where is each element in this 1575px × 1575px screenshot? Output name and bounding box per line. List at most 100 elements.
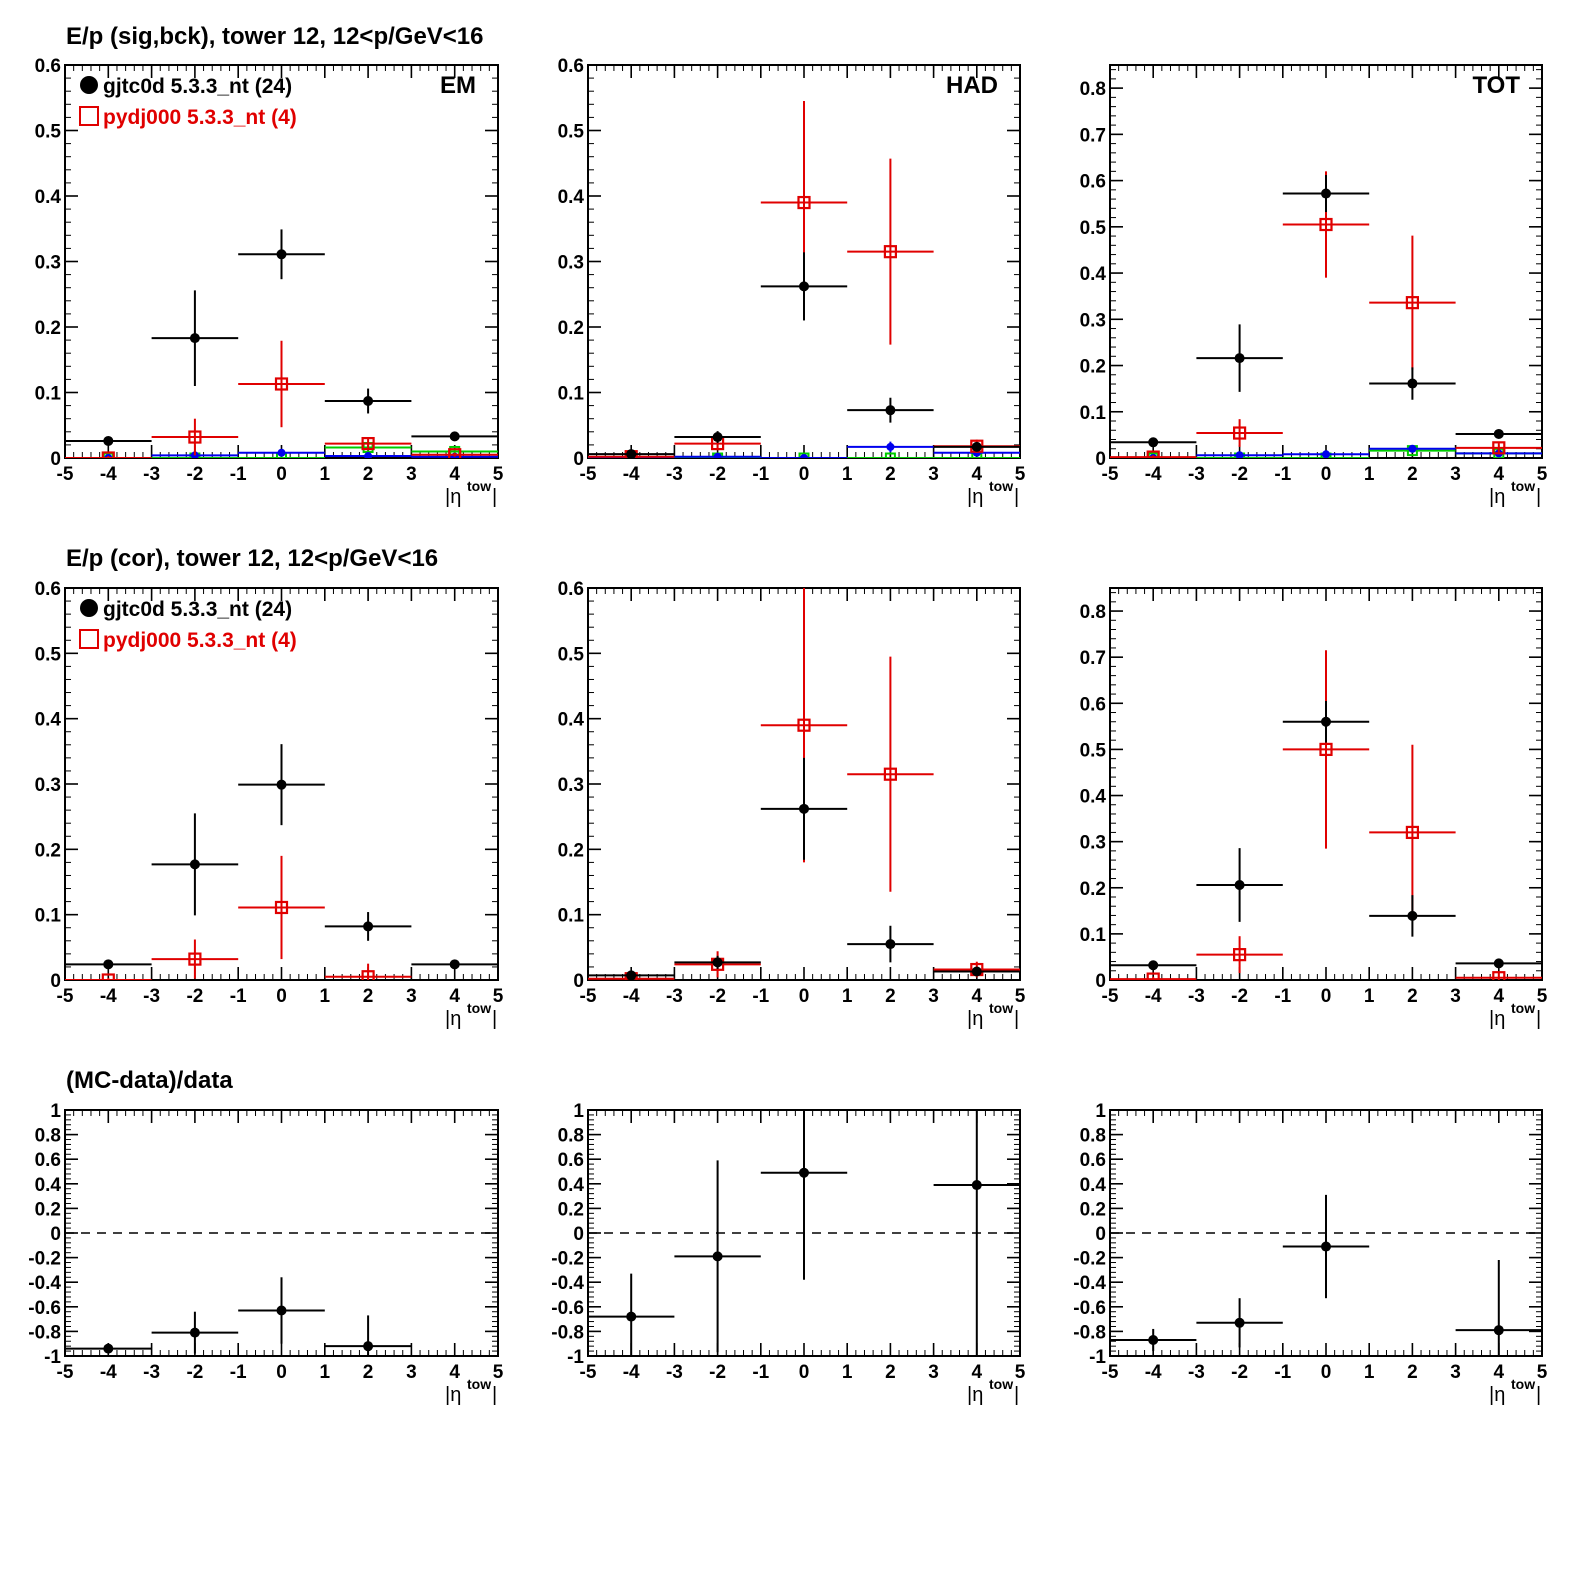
data-point — [626, 449, 637, 458]
data-point — [1234, 879, 1245, 890]
legend-marker-square — [79, 106, 99, 126]
x-tick-label: -4 — [1145, 986, 1162, 1007]
y-tick-label: 0.2 — [35, 1199, 61, 1220]
x-tick-label: 3 — [1450, 986, 1461, 1007]
x-tick-label: 3 — [406, 464, 417, 485]
x-tick-label: -1 — [230, 464, 247, 485]
data-point — [626, 1311, 637, 1322]
y-tick-label: 0.4 — [1080, 787, 1107, 808]
data-point — [1321, 188, 1331, 199]
x-tick-label: 0 — [1321, 1362, 1332, 1383]
y-tick-label: 0.6 — [558, 1150, 584, 1171]
data-point — [449, 431, 460, 442]
x-axis-label-main: |η — [445, 1384, 461, 1406]
data-layer — [65, 1277, 412, 1356]
legend-label: gjtc0d 5.3.3_nt (24) — [103, 598, 292, 621]
data-point — [799, 1167, 809, 1178]
x-tick-label: -2 — [709, 464, 726, 485]
data-point — [1146, 450, 1160, 458]
x-tick-label: 3 — [928, 464, 939, 485]
series-1 — [588, 588, 1020, 980]
data-point — [799, 803, 809, 814]
data-point — [1321, 1241, 1331, 1252]
x-axis-label-close: | — [492, 1384, 497, 1406]
series-0 — [1110, 175, 1542, 448]
chart-panel-0-0: -5 -4 -3 -2 -1 0 1 2 3 4 5 0 0.1 0.2 0.3 0.4 0.5 0.6 |η tow… — [35, 56, 504, 508]
data-point — [1492, 441, 1506, 455]
x-tick-label: 0 — [1321, 986, 1332, 1007]
legend-marker-circle — [80, 599, 98, 617]
x-axis-label-sup: tow — [989, 478, 1013, 494]
x-tick-label: 2 — [363, 986, 374, 1007]
x-tick-label: -5 — [1102, 986, 1119, 1007]
data-point — [276, 1305, 287, 1316]
data-point — [276, 779, 287, 790]
x-axis-label: |η tow | — [967, 1000, 1019, 1030]
x-tick-label: 5 — [1537, 986, 1548, 1007]
y-tick-label: 0.6 — [1080, 694, 1106, 715]
x-tick-label: 4 — [449, 464, 460, 485]
x-tick-label: 4 — [449, 986, 460, 1007]
y-tick-label: -0.4 — [28, 1273, 61, 1294]
x-tick-label: -3 — [143, 1362, 160, 1383]
x-axis-label-close: | — [1536, 486, 1541, 508]
series-0 — [65, 744, 498, 970]
data-point — [797, 195, 811, 210]
y-tick-label: 0.2 — [558, 318, 584, 339]
data-point — [448, 448, 462, 458]
x-tick-label: 4 — [449, 1362, 460, 1383]
x-tick-label: 1 — [842, 986, 853, 1007]
data-point — [188, 952, 202, 966]
data-point — [449, 959, 460, 970]
data-point — [101, 973, 115, 980]
data-point — [1235, 451, 1244, 458]
data-point — [1492, 971, 1506, 980]
x-axis-label-sup: tow — [1511, 1376, 1535, 1392]
series-0 — [588, 1110, 1020, 1356]
x-tick-label: -1 — [230, 986, 247, 1007]
x-axis-label-close: | — [492, 1008, 497, 1030]
legend-label: pydj000 5.3.3_nt (4) — [103, 629, 297, 652]
y-tick-label: -0.6 — [1073, 1298, 1106, 1319]
y-tick-label: 0.2 — [35, 318, 61, 339]
y-tick-label: 0.1 — [35, 906, 62, 927]
y-tick-label: -0.4 — [551, 1273, 584, 1294]
x-tick-label: -3 — [666, 1362, 683, 1383]
x-axis-label-main: |η — [445, 486, 461, 508]
x-tick-label: 4 — [1494, 986, 1505, 1007]
x-tick-label: 2 — [363, 464, 374, 485]
y-tick-label: 0 — [50, 449, 61, 470]
x-axis-label: |η tow | — [445, 1000, 497, 1030]
y-tick-label: 0.3 — [558, 253, 584, 274]
y-tick-label: -0.2 — [28, 1249, 61, 1270]
data-point — [361, 970, 375, 980]
y-tick-label: 0.8 — [1080, 602, 1106, 623]
y-tick-label: 0.6 — [35, 1150, 61, 1171]
y-tick-label: 0.1 — [558, 906, 585, 927]
x-tick-label: 4 — [1494, 464, 1505, 485]
y-tick-label: 0.3 — [35, 253, 61, 274]
x-tick-label: -1 — [1274, 986, 1291, 1007]
y-tick-label: 0.1 — [1080, 925, 1107, 946]
chart-panel-2-2: -5 -4 -3 -2 -1 0 1 2 3 4 5 -1 -0.8 -0.6 -0.4 -0.2 0 0.2 0.… — [1073, 1101, 1547, 1406]
y-tick-label: 0.6 — [35, 56, 61, 77]
x-tick-label: 2 — [885, 1362, 896, 1383]
x-tick-label: 1 — [842, 464, 853, 485]
chart-panel-0-2: -5 -4 -3 -2 -1 0 1 2 3 4 5 0 0.1 0.2 0.3 0.4 0.5 0.6 0.7 0.… — [1080, 64, 1548, 508]
x-tick-label: 0 — [799, 986, 810, 1007]
legend-marker-square — [79, 629, 99, 649]
x-axis-label: |η tow | — [445, 1376, 497, 1406]
y-tick-label: 0.4 — [1080, 1175, 1107, 1196]
x-tick-label: 4 — [972, 464, 983, 485]
y-tick-label: 0.4 — [558, 187, 585, 208]
y-tick-label: 0.6 — [558, 579, 584, 600]
data-point — [1232, 426, 1247, 440]
x-tick-label: -3 — [666, 464, 683, 485]
y-tick-label: 0.2 — [35, 840, 61, 861]
x-axis-label-main: |η — [967, 486, 983, 508]
data-point — [1148, 960, 1159, 971]
y-tick-label: 0 — [573, 449, 584, 470]
data-point — [276, 249, 287, 260]
x-tick-label: -1 — [230, 1362, 247, 1383]
